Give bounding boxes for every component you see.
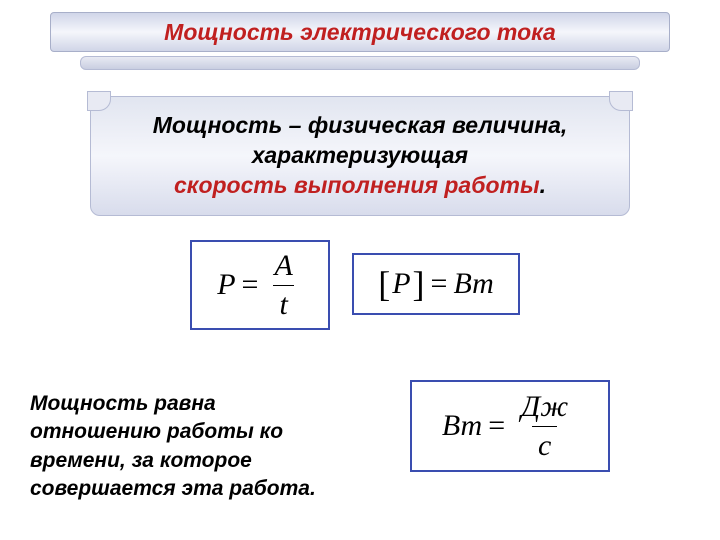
title-underbar [80, 56, 640, 70]
formula3-numerator: Дж [515, 390, 574, 426]
title-ribbon: Мощность электрического тока [50, 12, 670, 52]
curl-left-icon [87, 91, 111, 111]
explanation-l2: отношению работы ко [30, 418, 400, 446]
formula-power-unit: P = Вт [352, 253, 520, 315]
explanation-l1: Мощность равна [30, 390, 400, 418]
formula-watt-definition: Вт = Дж с [410, 380, 610, 472]
formula1-numerator: A [268, 249, 298, 285]
definition-dot: . [540, 172, 546, 198]
explanation-text: Мощность равна отношению работы ко време… [30, 390, 400, 503]
curl-right-icon [609, 91, 633, 111]
explanation-l4: совершается эта работа. [30, 475, 400, 503]
formula1-left: P [217, 268, 235, 302]
equals-sign: = [236, 268, 265, 302]
explanation-l3: времени, за которое [30, 447, 400, 475]
formula3-left: Вт [442, 409, 482, 443]
equals-sign: = [425, 267, 454, 301]
formula1-denominator: t [273, 285, 293, 322]
definition-box: Мощность – физическая величина, характер… [90, 96, 630, 216]
equals-sign: = [482, 409, 511, 443]
formula-power-definition: P = A t [190, 240, 330, 330]
page-title: Мощность электрического тока [164, 19, 556, 46]
definition-line3: скорость выполнения работы [174, 172, 540, 198]
title-banner: Мощность электрического тока [50, 12, 670, 70]
fraction: A t [268, 249, 298, 322]
definition-line2: характеризующая [111, 141, 609, 171]
bracket-group: P [378, 263, 424, 305]
definition-line1: Мощность – физическая величина, [111, 111, 609, 141]
formula2-left: P [392, 267, 410, 301]
fraction: Дж с [515, 390, 574, 463]
formula2-right: Вт [453, 267, 493, 301]
formula3-denominator: с [532, 426, 557, 463]
